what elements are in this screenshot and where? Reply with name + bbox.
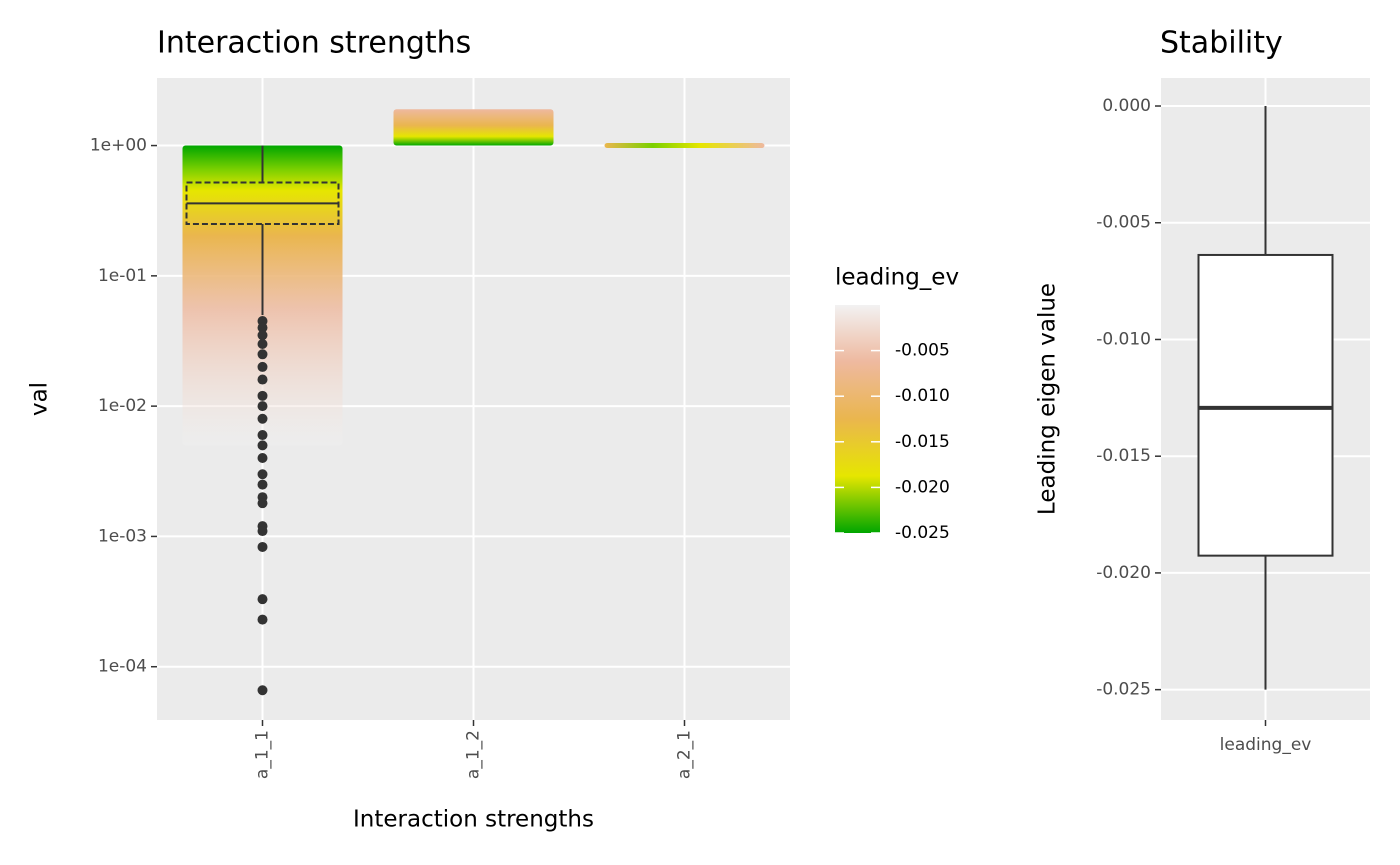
outlier [257,401,268,412]
outlier [257,541,268,552]
y-axis-title: val [27,382,53,416]
outlier [257,498,268,509]
outlier [257,374,268,385]
point-cloud [393,109,554,146]
outlier [257,479,268,490]
legend-title: leading_ev [835,265,959,291]
y-tick-label: -0.015 [1096,446,1151,466]
y-tick-label: -0.025 [1096,680,1151,700]
outlier [257,440,268,451]
x-tick-label: a_1_1 [253,730,273,779]
outlier [257,390,268,401]
x-tick-label: a_1_2 [464,730,484,779]
legend-label: -0.025 [895,523,950,543]
legend-label: -0.020 [895,477,950,497]
color-bar [835,305,880,533]
y-tick-label: 1e-04 [98,657,147,677]
y-tick-label: 1e-01 [98,266,147,286]
outlier [257,526,268,537]
panel-title: Stability [1160,26,1283,61]
outlier [257,614,268,625]
y-tick-label: -0.010 [1096,329,1151,349]
outlier [257,338,268,349]
outlier [257,322,268,333]
box [1197,253,1334,557]
outlier [257,452,268,463]
outlier [257,469,268,480]
outlier [257,349,268,360]
x-tick-label: a_2_1 [675,730,695,779]
y-tick-label: 1e-03 [98,526,147,546]
outlier [257,330,268,341]
legend-label: -0.015 [895,432,950,452]
outlier [257,594,268,605]
legend-label: -0.005 [895,341,950,361]
outlier [257,430,268,441]
point-cloud [604,143,765,149]
outlier [257,685,268,696]
x-tick-label: leading_ev [1220,735,1312,755]
y-tick-label: -0.005 [1096,213,1151,233]
y-tick-label: 0.000 [1102,96,1151,116]
x-axis-title: Interaction strengths [353,807,594,833]
y-axis-title: Leading eigen value [1035,283,1061,515]
y-tick-label: -0.020 [1096,563,1151,583]
panel-title: Interaction strengths [157,26,471,61]
y-tick-label: 1e-02 [98,396,147,416]
outlier [257,361,268,372]
outlier [257,413,268,424]
legend-label: -0.010 [895,386,950,406]
y-tick-label: 1e+00 [90,136,147,156]
